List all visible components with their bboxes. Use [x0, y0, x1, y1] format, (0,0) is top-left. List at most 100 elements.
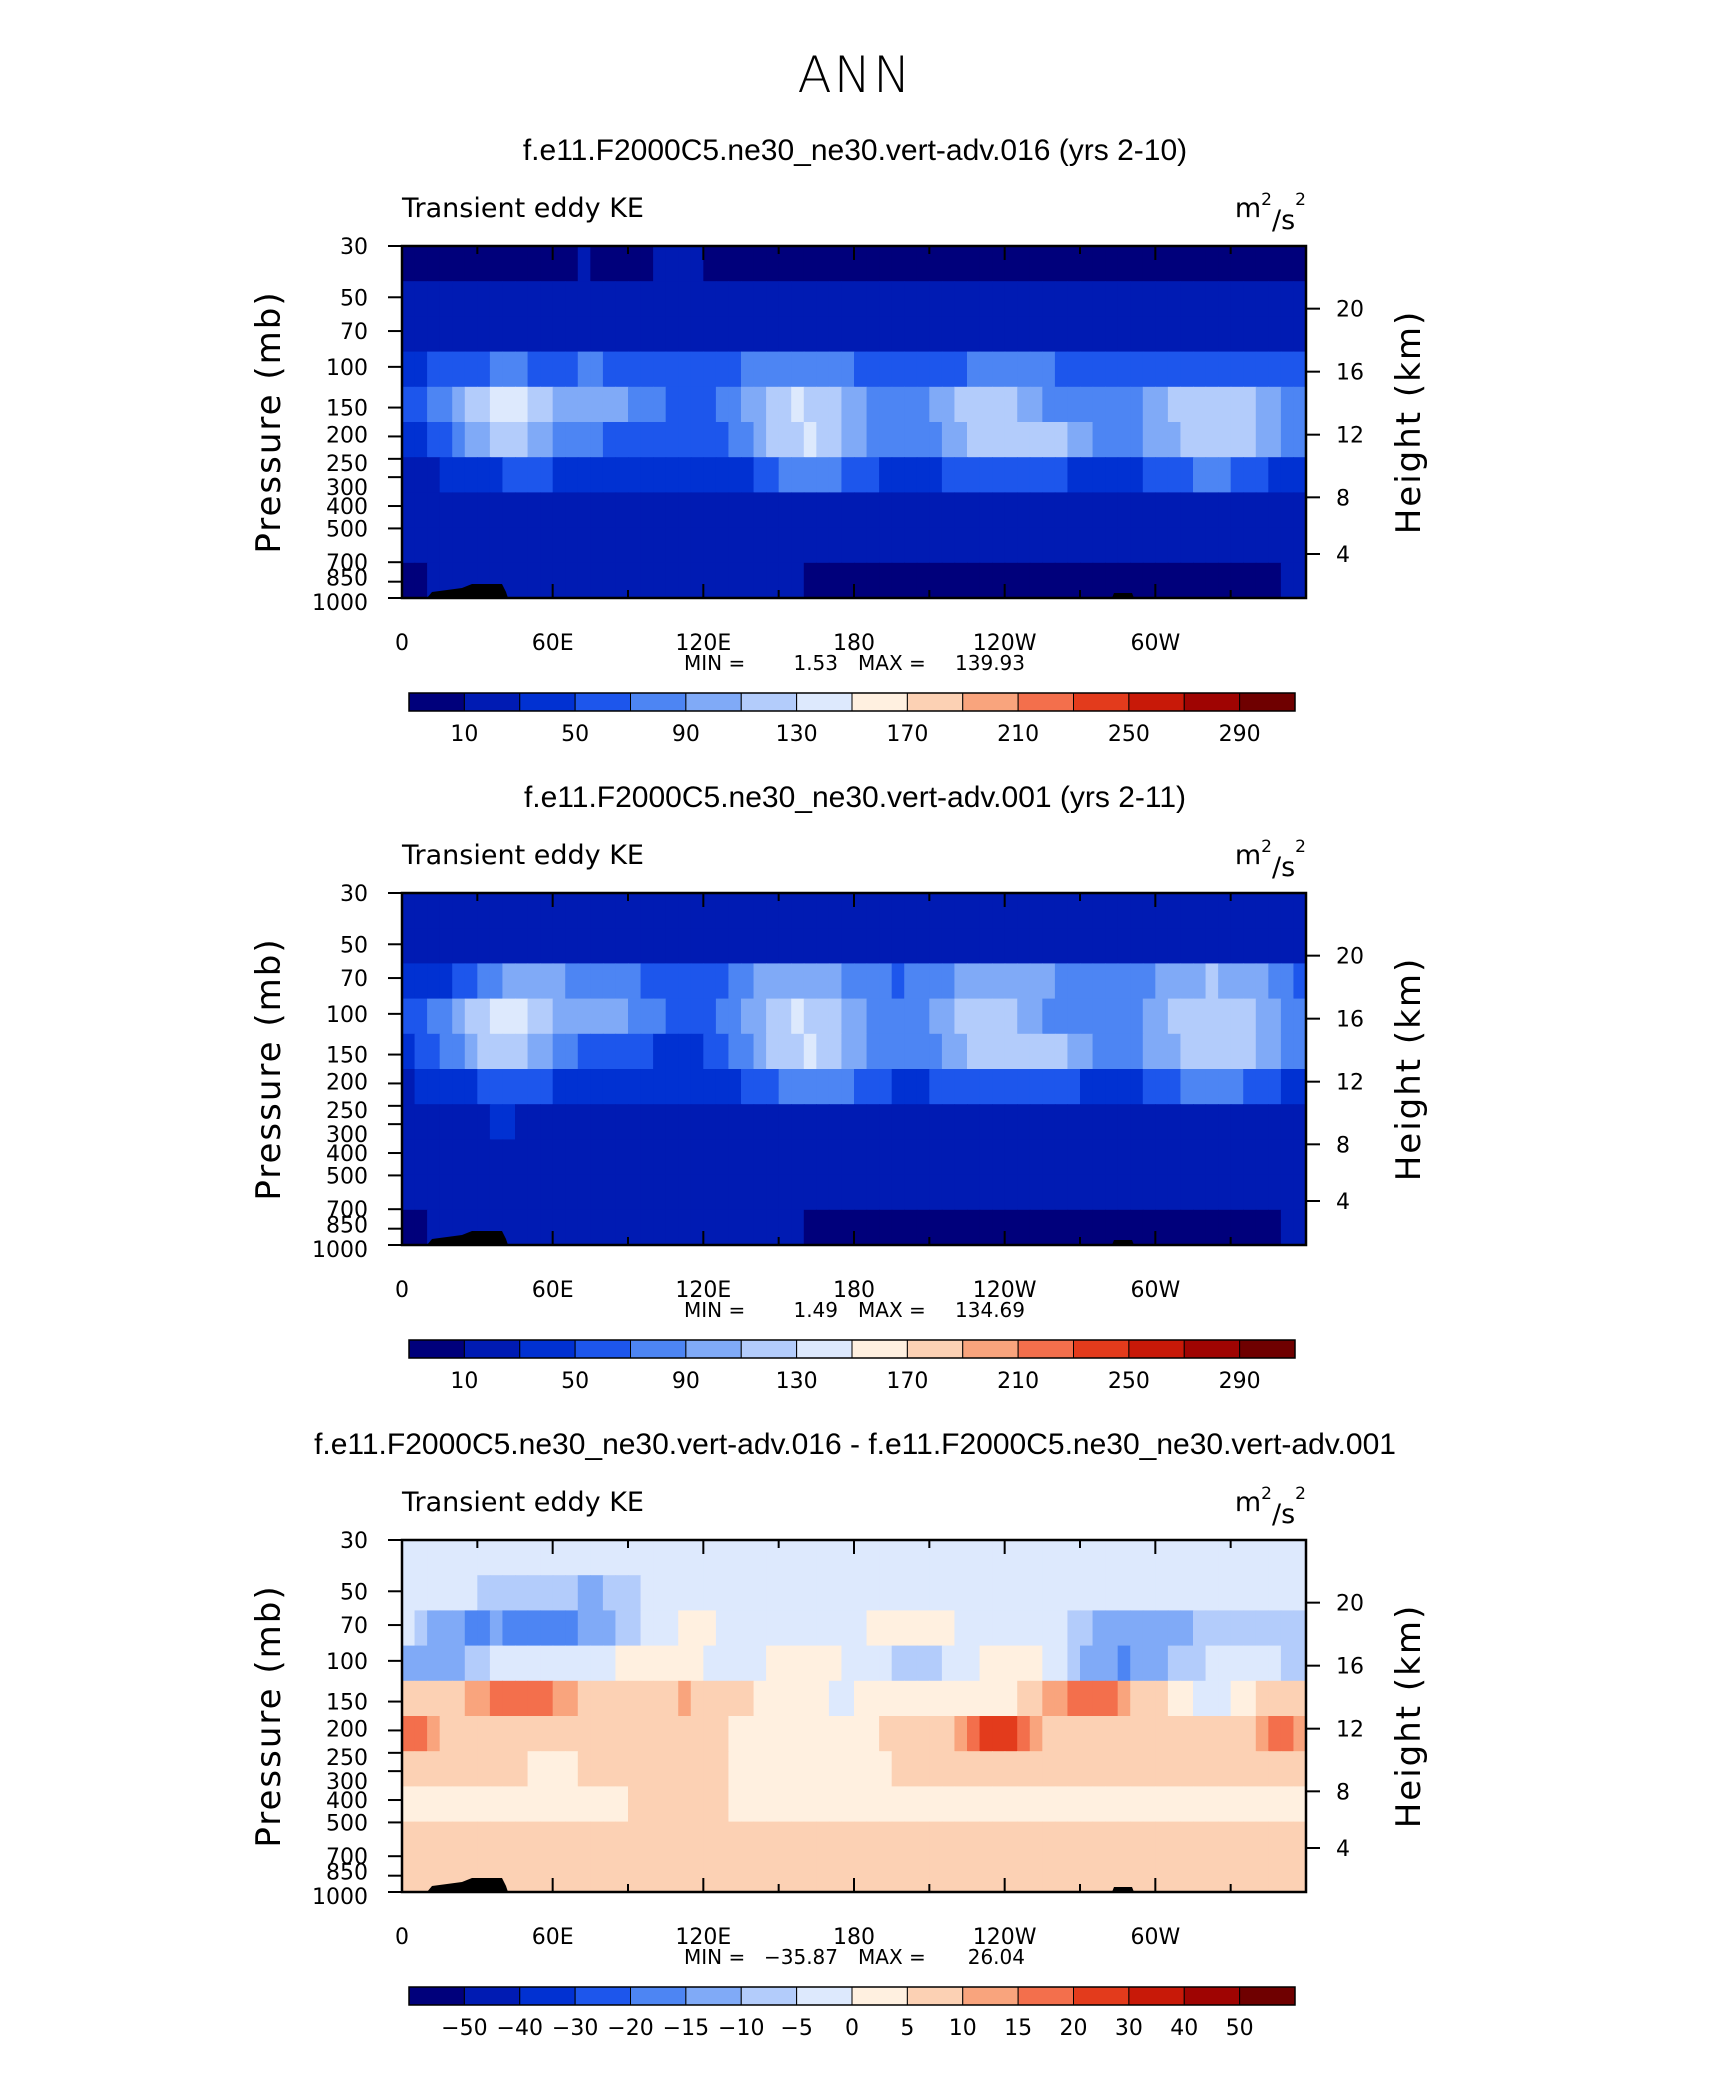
heatmap-cell [741, 963, 755, 1000]
heatmap-cell [891, 1786, 905, 1823]
heatmap-cell [1280, 492, 1295, 529]
heatmap-cell [841, 316, 855, 353]
heatmap-cell [992, 1104, 1006, 1140]
colorbar-box [1017, 1986, 1075, 2006]
heatmap-cell [715, 928, 730, 964]
heatmap-cell [1155, 1786, 1169, 1823]
colorbar-box [1073, 692, 1130, 712]
heatmap-cell [665, 562, 679, 599]
heatmap-cell [602, 422, 617, 458]
heatmap-cell [879, 893, 893, 929]
heatmap-cell [1193, 1139, 1207, 1176]
heatmap-cell [1017, 1645, 1031, 1682]
heatmap-cell [854, 457, 868, 493]
heatmap-cell [1105, 281, 1119, 317]
heatmap-cell [515, 1139, 529, 1176]
heatmap-cell [1042, 492, 1056, 529]
heatmap-cell [1105, 457, 1119, 493]
colorbar-box [463, 692, 521, 712]
heatmap-cell [1067, 1209, 1081, 1246]
heatmap-cell [1130, 1821, 1144, 1858]
heatmap-cell [464, 1610, 478, 1647]
heatmap-cell [816, 928, 830, 964]
heatmap-cell [1092, 1716, 1106, 1752]
panel-title: f.e11.F2000C5.ne30_ne30.vert-adv.016 - f… [314, 1428, 1396, 1461]
heatmap-cell [615, 1751, 629, 1787]
heatmap-cell [502, 351, 516, 388]
heatmap-cell [816, 1856, 830, 1893]
heatmap-cell [992, 386, 1006, 423]
heatmap-cell [728, 963, 742, 1000]
heatmap-cell [464, 457, 478, 493]
heatmap-cell [653, 928, 667, 964]
heatmap-cell [402, 246, 416, 282]
heatmap-cell [1054, 1751, 1069, 1787]
heatmap-cell [1029, 281, 1043, 317]
heatmap-cell [1080, 422, 1094, 458]
y-tick-label: 250 [326, 452, 368, 477]
colorbar-label: 50 [1226, 2016, 1254, 2041]
heatmap-cell [778, 1821, 792, 1858]
heatmap-cell [1067, 1751, 1081, 1787]
heatmap-cell [1117, 1540, 1131, 1576]
heatmap-cell [728, 998, 742, 1035]
heatmap-cell [979, 998, 993, 1035]
colorbar-box [1128, 1339, 1185, 1359]
heatmap-cell [1268, 1856, 1282, 1893]
heatmap-cell [954, 281, 968, 317]
heatmap-cell [477, 1821, 491, 1858]
heatmap-cell [590, 1680, 604, 1717]
heatmap-cell [841, 457, 855, 493]
heatmap-cell [577, 1104, 591, 1140]
heatmap-cell [1243, 1645, 1257, 1682]
heatmap-cell [753, 316, 767, 353]
heatmap-cell [1105, 562, 1119, 599]
heatmap-cell [803, 422, 817, 458]
heatmap-cell [766, 316, 780, 353]
heatmap-cell [1167, 1716, 1182, 1752]
heatmap-cell [791, 351, 805, 388]
heatmap-cell [854, 492, 868, 529]
heatmap-cell [703, 1645, 717, 1682]
heatmap-cell [489, 1104, 504, 1140]
heatmap-cell [427, 1209, 441, 1246]
heatmap-cell [1017, 527, 1031, 564]
heatmap-cell [715, 422, 730, 458]
heatmap-cell [1268, 1575, 1282, 1611]
heatmap-cell [1004, 1856, 1018, 1893]
heatmap-cell [565, 1821, 579, 1858]
heatmap-cell [602, 1209, 617, 1246]
heatmap-cells [402, 246, 1307, 599]
heatmap-cell [602, 1786, 617, 1823]
heatmap-cell [452, 316, 466, 353]
heatmap-cell [452, 457, 466, 493]
heatmap-cell [1243, 1610, 1257, 1647]
heatmap-cell [690, 527, 704, 564]
heatmap-cell [1167, 928, 1182, 964]
heatmap-cell [1142, 1786, 1156, 1823]
heatmap-cell [464, 998, 478, 1035]
heatmap-cell [1280, 1856, 1295, 1893]
heatmap-cell [1268, 1821, 1282, 1858]
heatmap-cell [1142, 281, 1156, 317]
heatmap-cell [628, 998, 642, 1035]
heatmap-cell [427, 893, 441, 929]
heatmap-cell [941, 1540, 956, 1576]
colorbar-box [519, 692, 576, 712]
heatmap-cell [854, 316, 868, 353]
heatmap-cell [828, 1174, 843, 1211]
heatmap-cell [1054, 1645, 1069, 1682]
heatmap-cell [1117, 386, 1131, 423]
heatmap-cell [1004, 316, 1018, 353]
heatmap-cell [1080, 1139, 1094, 1176]
heatmap-cell [439, 1821, 453, 1858]
colorbar-label: 130 [776, 1369, 818, 1394]
heatmap-cell [1004, 422, 1018, 458]
heatmap-cell [941, 1856, 956, 1893]
heatmap-cell [866, 1821, 880, 1858]
heatmap-cell [628, 562, 642, 599]
heatmap-cell [690, 1610, 704, 1647]
heatmap-cell [552, 281, 566, 317]
heatmap-cell [891, 1069, 905, 1105]
heatmap-cell [1004, 998, 1018, 1035]
